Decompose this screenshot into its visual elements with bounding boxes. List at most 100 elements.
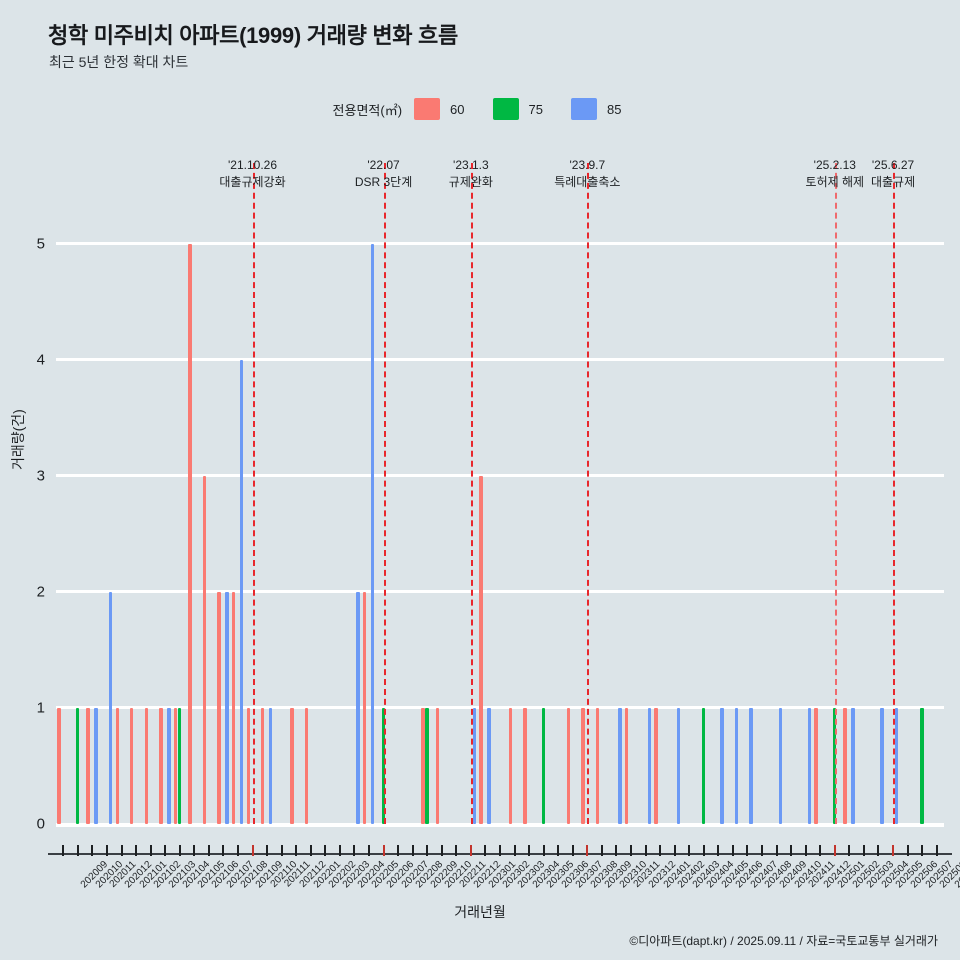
bar-60-202202[interactable] [304, 707, 309, 824]
x-axis-title: 거래년월 [454, 904, 506, 920]
bar-60-202108[interactable] [217, 591, 221, 824]
bar-85-202410[interactable] [778, 707, 782, 824]
bar-60-202106[interactable] [188, 243, 192, 824]
bar-85-202406[interactable] [720, 707, 724, 824]
bar-75-202105[interactable] [177, 707, 182, 824]
bar-85-202012[interactable] [108, 591, 113, 824]
bar-85-202206[interactable] [370, 243, 375, 824]
bar-75-202306[interactable] [541, 707, 546, 824]
page-title: 청학 미주비치 아파트(1999) 거래량 변화 흐름 [48, 23, 458, 48]
bar-60-202206[interactable] [363, 591, 367, 824]
x-axis-tick [193, 845, 196, 856]
bar-60-202310[interactable] [595, 707, 600, 824]
x-axis-tick [761, 845, 764, 856]
x-axis-tick [630, 845, 633, 856]
x-axis-tick [236, 845, 239, 856]
bar-85-202407[interactable] [734, 707, 739, 824]
x-axis-tick [673, 845, 676, 856]
bar-60-202503[interactable] [843, 707, 847, 824]
bar-85-202401[interactable] [647, 707, 651, 824]
x-axis-tick [848, 845, 851, 856]
bar-85-202506[interactable] [895, 707, 899, 824]
legend-item-85[interactable]: 85 [570, 98, 621, 120]
bar-60-202104[interactable] [159, 707, 163, 824]
bar-75-202405[interactable] [701, 707, 706, 824]
bar-85-202011[interactable] [94, 707, 98, 824]
x-axis: 202009 202010 202011 202012 202101 202102 2021… [48, 845, 960, 890]
bar-60-202011[interactable] [86, 707, 90, 824]
bar-85-202412[interactable] [807, 707, 812, 824]
bar-75-202210[interactable] [425, 707, 429, 824]
y-axis-tick-label: 1 [36, 699, 45, 717]
bar-85-202503[interactable] [851, 707, 855, 824]
x-axis-tick [207, 845, 210, 856]
y-gridline [56, 242, 944, 246]
x-axis-tick [280, 845, 283, 856]
bar-60-202111[interactable] [261, 707, 265, 824]
x-axis-tick [62, 845, 65, 856]
bar-60-202101[interactable] [115, 707, 119, 824]
x-axis-tick [484, 845, 487, 856]
bar-60-202308[interactable] [566, 707, 571, 824]
bar-60-202402[interactable] [654, 707, 658, 824]
bar-60-202501[interactable] [814, 707, 818, 824]
bar-60-202109[interactable] [231, 591, 236, 824]
event-label-2: '23.1.3 규제완화 [449, 157, 493, 191]
chart-legend: 전용면적(㎡) 60 75 85 [0, 98, 960, 120]
bar-75-202502[interactable] [832, 707, 837, 824]
bar-85-202301[interactable] [472, 707, 477, 824]
bar-60-202107[interactable] [202, 475, 207, 824]
bar-85-202408[interactable] [749, 707, 753, 824]
bar-60-202201[interactable] [290, 707, 294, 824]
bar-85-202108[interactable] [225, 591, 229, 824]
bar-60-202103[interactable] [144, 707, 149, 824]
event-line-4 [834, 163, 837, 824]
event-date-3: '23.9.7 [569, 158, 606, 172]
bar-75-202207[interactable] [381, 707, 385, 824]
y-gridline [56, 474, 944, 478]
y-gridline [56, 590, 944, 594]
bar-85-202205[interactable] [356, 591, 360, 824]
x-axis-tick [324, 845, 327, 856]
x-axis-tick [120, 845, 123, 856]
y-axis-tick-label: 3 [36, 467, 45, 485]
event-text-0: 대출규제강화 [219, 175, 286, 189]
legend-item-75[interactable]: 75 [492, 98, 565, 120]
x-axis-tick [819, 845, 822, 856]
bar-85-202104[interactable] [167, 707, 171, 824]
bar-60-202105[interactable] [173, 707, 178, 824]
bar-85-202403[interactable] [676, 707, 681, 824]
legend-item-60[interactable]: 60 [414, 98, 486, 120]
bar-60-202110[interactable] [246, 707, 250, 824]
bar-60-202305[interactable] [523, 707, 527, 824]
y-gridline [56, 706, 944, 710]
bar-60-202210[interactable] [421, 707, 425, 824]
bar-60-202312[interactable] [625, 707, 629, 824]
x-axis-tick [571, 845, 574, 856]
bar-85-202111[interactable] [269, 707, 273, 824]
x-axis-tick [688, 845, 691, 856]
bar-85-202302[interactable] [487, 707, 491, 824]
event-label-4: '25.2.13 토허제 해제 [806, 157, 865, 191]
event-line-3 [587, 163, 590, 824]
x-axis-tick [775, 845, 778, 856]
x-axis-tick [76, 845, 79, 856]
bar-60-202102[interactable] [130, 707, 134, 824]
bar-60-202302[interactable] [479, 475, 483, 824]
event-line-2 [470, 163, 473, 824]
bar-60-202309[interactable] [581, 707, 585, 824]
bar-60-202211[interactable] [435, 707, 440, 824]
bar-75-202010[interactable] [75, 707, 80, 824]
bar-85-202505[interactable] [880, 707, 884, 824]
x-axis-tick [164, 845, 167, 856]
bar-60-202304[interactable] [508, 707, 512, 824]
bar-75-202508[interactable] [920, 707, 924, 824]
bar-85-202311[interactable] [618, 707, 622, 824]
x-axis-tick [935, 845, 938, 856]
bar-60-202009[interactable] [57, 707, 61, 824]
y-gridline [56, 358, 944, 362]
event-date-2: '23.1.3 [453, 158, 489, 172]
x-axis-tick [309, 845, 312, 856]
y-axis-tick-label: 2 [36, 583, 45, 601]
bar-85-202109[interactable] [239, 359, 244, 824]
